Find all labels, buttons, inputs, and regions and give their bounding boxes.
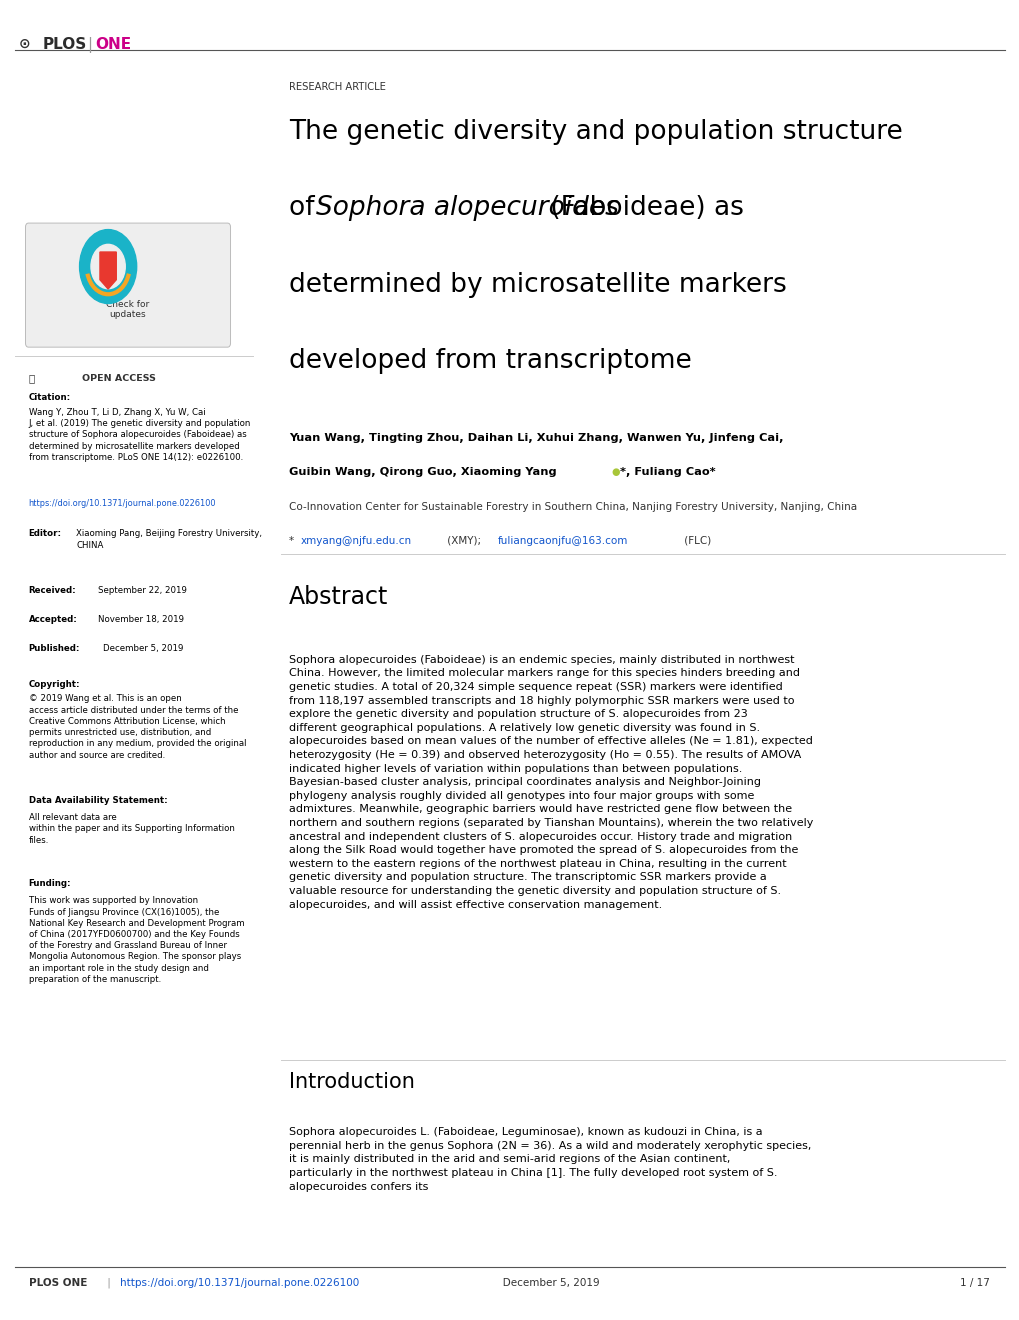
Text: https://doi.org/10.1371/journal.pone.0226100: https://doi.org/10.1371/journal.pone.022… [29, 499, 216, 508]
Text: Guibin Wang, Qirong Guo, Xiaoming Yang: Guibin Wang, Qirong Guo, Xiaoming Yang [288, 467, 555, 478]
Text: Funding:: Funding: [29, 879, 71, 888]
Text: All relevant data are
within the paper and its Supporting Information
files.: All relevant data are within the paper a… [29, 813, 234, 845]
Text: ONE: ONE [95, 37, 130, 51]
Text: |: | [104, 1278, 114, 1288]
Text: developed from transcriptome: developed from transcriptome [288, 348, 691, 375]
Text: PLOS ONE: PLOS ONE [29, 1278, 87, 1288]
Circle shape [79, 230, 137, 304]
Text: This work was supported by Innovation
Funds of Jiangsu Province (CX(16)1005), th: This work was supported by Innovation Fu… [29, 896, 244, 983]
Text: September 22, 2019: September 22, 2019 [98, 586, 186, 595]
Text: December 5, 2019: December 5, 2019 [492, 1278, 599, 1288]
FancyBboxPatch shape [25, 223, 230, 347]
Text: November 18, 2019: November 18, 2019 [98, 615, 183, 624]
Text: (XMY);: (XMY); [443, 536, 484, 546]
Text: Data Availability Statement:: Data Availability Statement: [29, 796, 167, 805]
Text: 🔒: 🔒 [29, 374, 35, 384]
Text: December 5, 2019: December 5, 2019 [103, 644, 183, 653]
Text: ●: ● [610, 467, 619, 478]
Text: ⊙: ⊙ [18, 37, 30, 51]
Text: Citation:: Citation: [29, 393, 70, 403]
Text: xmyang@njfu.edu.cn: xmyang@njfu.edu.cn [301, 536, 412, 546]
Text: determined by microsatellite markers: determined by microsatellite markers [288, 272, 786, 298]
Text: Received:: Received: [29, 586, 76, 595]
Text: Introduction: Introduction [288, 1072, 414, 1092]
Text: RESEARCH ARTICLE: RESEARCH ARTICLE [288, 82, 385, 92]
Text: The genetic diversity and population structure: The genetic diversity and population str… [288, 119, 902, 145]
Text: Yuan Wang, Tingting Zhou, Daihan Li, Xuhui Zhang, Wanwen Yu, Jinfeng Cai,: Yuan Wang, Tingting Zhou, Daihan Li, Xuh… [288, 433, 783, 444]
Text: OPEN ACCESS: OPEN ACCESS [82, 374, 155, 383]
Text: © 2019 Wang et al. This is an open
access article distributed under the terms of: © 2019 Wang et al. This is an open acces… [29, 694, 246, 759]
Text: PLOS: PLOS [43, 37, 87, 51]
Text: fuliangcaonjfu@163.com: fuliangcaonjfu@163.com [497, 536, 628, 546]
Text: *: * [288, 536, 297, 546]
Text: Accepted:: Accepted: [29, 615, 77, 624]
Text: Check for
updates: Check for updates [106, 300, 150, 319]
Text: |: | [87, 37, 92, 53]
Text: of: of [288, 195, 322, 222]
Text: *, Fuliang Cao*: *, Fuliang Cao* [620, 467, 715, 478]
Text: Co-Innovation Center for Sustainable Forestry in Southern China, Nanjing Forestr: Co-Innovation Center for Sustainable For… [288, 502, 856, 512]
Text: Published:: Published: [29, 644, 79, 653]
FancyArrow shape [100, 252, 116, 289]
Text: Editor:: Editor: [29, 529, 61, 539]
Text: Sophora alopecuroides (Faboideae) is an endemic species, mainly distributed in n: Sophora alopecuroides (Faboideae) is an … [288, 655, 812, 909]
Text: (FLC): (FLC) [681, 536, 711, 546]
Text: Wang Y, Zhou T, Li D, Zhang X, Yu W, Cai
J, et al. (2019) The genetic diversity : Wang Y, Zhou T, Li D, Zhang X, Yu W, Cai… [29, 408, 251, 462]
Text: https://doi.org/10.1371/journal.pone.0226100: https://doi.org/10.1371/journal.pone.022… [120, 1278, 360, 1288]
Text: Sophora alopecuroides L. (Faboideae, Leguminosae), known as kudouzi in China, is: Sophora alopecuroides L. (Faboideae, Leg… [288, 1127, 810, 1192]
Text: Xiaoming Pang, Beijing Forestry University,
CHINA: Xiaoming Pang, Beijing Forestry Universi… [76, 529, 262, 549]
Text: 1 / 17: 1 / 17 [959, 1278, 988, 1288]
Text: (Faboideae) as: (Faboideae) as [541, 195, 743, 222]
Circle shape [91, 244, 125, 289]
Text: Sophora alopecuroides: Sophora alopecuroides [316, 195, 619, 222]
Text: Copyright:: Copyright: [29, 680, 79, 689]
Text: Abstract: Abstract [288, 585, 387, 609]
